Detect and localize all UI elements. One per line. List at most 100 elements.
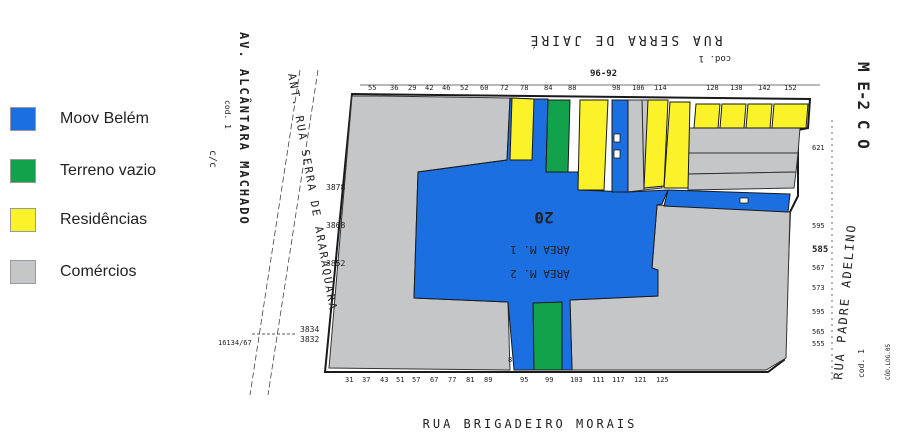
svg-text:46: 46: [442, 84, 450, 92]
right-street-name: RUA PADRE ADELINO: [831, 223, 859, 380]
svg-text:555: 555: [812, 340, 825, 348]
moov-top-lot: [611, 99, 629, 193]
legend-label-comercios: Comércios: [60, 263, 137, 280]
street-lines: [249, 69, 833, 396]
residence-3: [643, 99, 669, 189]
right-street-code: cod. 1: [857, 349, 866, 378]
svg-text:42: 42: [425, 84, 433, 92]
marker-1: [613, 133, 621, 143]
legend-item-vazio: Terreno vazio: [10, 156, 156, 186]
map-legend: Moov Belém Terreno vazio Residências Com…: [10, 104, 210, 294]
commercial-right-1: [687, 127, 801, 154]
svg-text:57: 57: [412, 376, 420, 384]
vacant-lot-bottom: [532, 301, 563, 371]
svg-text:88: 88: [568, 84, 576, 92]
svg-text:565: 565: [812, 328, 825, 336]
residence-7: [745, 103, 773, 129]
residence-2: [577, 99, 609, 191]
left-lot-3878: 3878: [326, 183, 345, 192]
sector-label: M E-2 C O: [854, 62, 873, 149]
svg-text:52: 52: [460, 84, 468, 92]
residence-4: [663, 101, 691, 189]
left-lot-3852: 3852: [326, 259, 345, 268]
svg-text:106: 106: [632, 84, 645, 92]
svg-text:114: 114: [654, 84, 667, 92]
residence-6: [719, 103, 747, 129]
svg-text:84: 84: [544, 84, 552, 92]
svg-text:98: 98: [612, 84, 620, 92]
svg-text:585: 585: [812, 245, 828, 255]
svg-text:573: 573: [812, 284, 825, 292]
svg-text:142: 142: [758, 84, 771, 92]
left-lot-3832: 3832: [300, 335, 319, 344]
svg-text:152: 152: [784, 84, 797, 92]
svg-text:595: 595: [812, 222, 825, 230]
legend-swatch-moov: [10, 107, 36, 131]
svg-text:78: 78: [520, 84, 528, 92]
svg-text:128: 128: [706, 84, 719, 92]
commercial-right-3: [687, 171, 797, 191]
legend-swatch-vazio: [10, 159, 36, 183]
top-lot-label: 96-92: [590, 69, 617, 79]
area-m2-label: ÁREA M. 2: [510, 267, 570, 280]
svg-text:111: 111: [592, 376, 605, 384]
svg-text:51: 51: [396, 376, 404, 384]
svg-text:37: 37: [362, 376, 370, 384]
top-street-label-group: RUA SERRA DE JAIRÉ cod. 1: [528, 32, 732, 63]
legend-label-moov: Moov Belém: [60, 110, 149, 127]
residence-8: [771, 103, 809, 129]
svg-text:72: 72: [500, 84, 508, 92]
area-m1-label: ÁREA M. 1: [510, 243, 570, 256]
svg-text:99: 99: [545, 376, 553, 384]
marker-2: [613, 149, 621, 159]
right-lot-numbers: 621 595 585 567 573 595 565 555: [812, 144, 828, 348]
moov-right-strip: [663, 189, 791, 213]
vacant-lot-top: [545, 99, 571, 173]
bottom-street-name: RUA BRIGADEIRO MORAIS: [423, 417, 638, 431]
svg-text:117: 117: [612, 376, 625, 384]
svg-text:595: 595: [812, 308, 825, 316]
svg-text:121: 121: [634, 376, 647, 384]
svg-text:95: 95: [520, 376, 528, 384]
legend-item-moov: Moov Belém: [10, 104, 149, 134]
commercial-top-2: [627, 99, 645, 193]
svg-text:43: 43: [380, 376, 388, 384]
left-lot-3834: 3834: [300, 325, 319, 334]
svg-text:103: 103: [570, 376, 583, 384]
bottom-lot-ticks: 31 37 43 51 57 67 77 81 89 95 99 103 111 117 121 1…: [345, 376, 669, 384]
legend-swatch-residencias: [10, 208, 36, 232]
left-street-1-code: cod. 1: [223, 100, 232, 129]
top-street-name: RUA SERRA DE JAIRÉ: [528, 32, 723, 48]
commercial-right-2: [687, 152, 799, 175]
legend-label-vazio: Terreno vazio: [60, 162, 157, 179]
svg-text:36: 36: [390, 84, 398, 92]
lot-8-label: 8: [508, 356, 512, 364]
svg-text:138: 138: [730, 84, 743, 92]
svg-text:31: 31: [345, 376, 353, 384]
left-street-1: AV. ALCÂNTARA MACHADO: [237, 32, 252, 226]
svg-text:567: 567: [812, 264, 825, 272]
svg-text:125: 125: [656, 376, 669, 384]
residence-1: [509, 97, 535, 161]
svg-text:77: 77: [448, 376, 456, 384]
svg-text:60: 60: [480, 84, 488, 92]
left-street-1-note: c/c: [207, 150, 218, 168]
block-number-label: 20: [534, 208, 553, 227]
svg-text:67: 67: [430, 376, 438, 384]
left-lot-code: 16134/67: [218, 339, 252, 347]
svg-text:29: 29: [408, 84, 416, 92]
legend-label-residencias: Residências: [60, 211, 148, 228]
residence-5: [693, 103, 721, 129]
svg-text:55: 55: [368, 84, 376, 92]
area-labels: ÁREA M. 1 ÁREA M. 2 20: [510, 208, 570, 280]
svg-text:621: 621: [812, 144, 825, 152]
svg-text:89: 89: [484, 376, 492, 384]
right-street-codlog: CÓD.LOG.05: [885, 343, 892, 380]
svg-text:81: 81: [466, 376, 474, 384]
top-lot-ticks: 55 36 29 42 46 52 60 72 78 84 88 98 106 114 128 13…: [368, 84, 797, 92]
marker-3: [739, 197, 749, 204]
legend-item-comercios: Comércios: [10, 257, 136, 287]
legend-swatch-comercios: [10, 260, 36, 284]
legend-item-residencias: Residências: [10, 205, 147, 235]
